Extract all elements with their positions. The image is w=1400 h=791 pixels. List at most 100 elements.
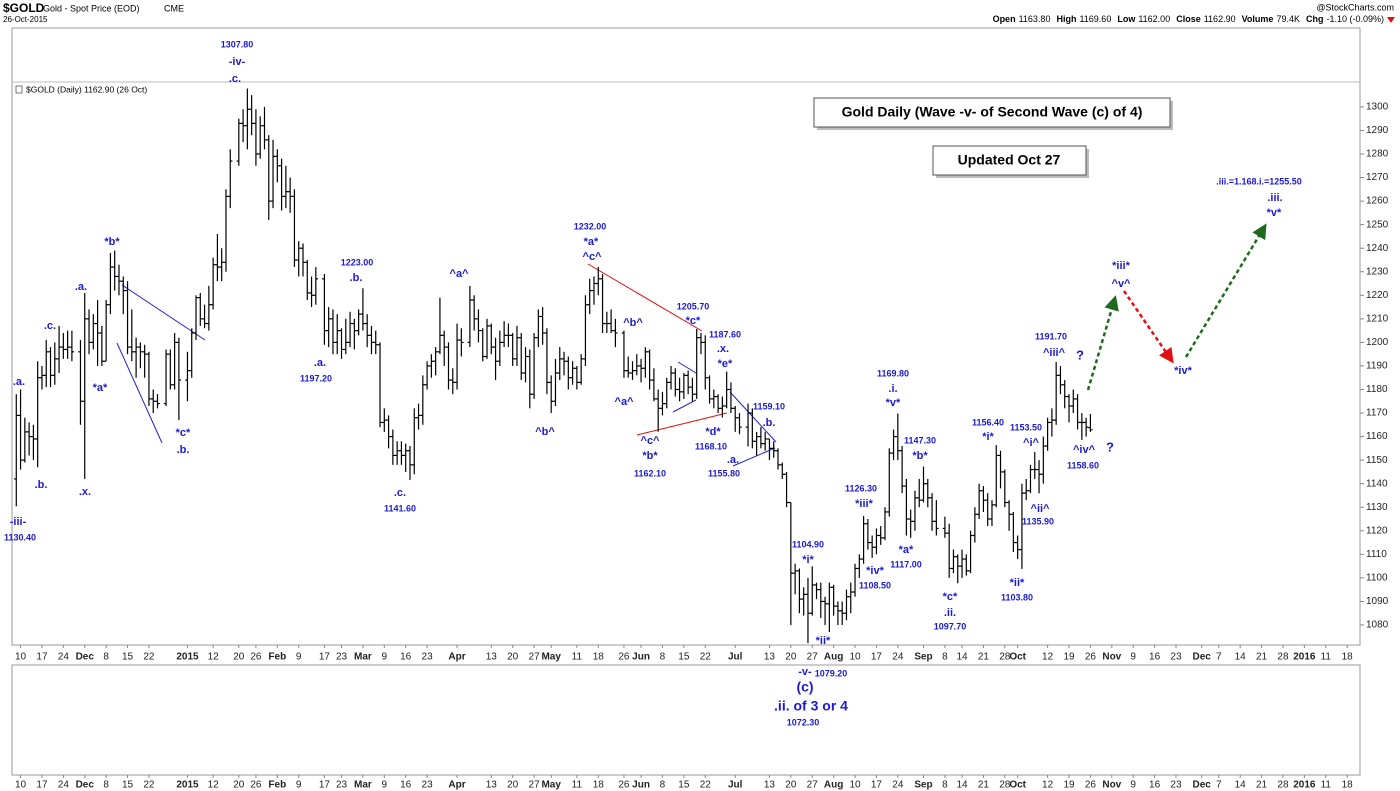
x-tick-label: 11 xyxy=(572,652,583,663)
y-tick-label: 1240 xyxy=(1366,243,1389,254)
annotation: ^c^ xyxy=(641,435,661,447)
x-tick-label: 10 xyxy=(849,652,861,663)
x-tick-label: 7 xyxy=(1216,780,1222,791)
y-tick-label: 1230 xyxy=(1366,266,1389,277)
x-tick-label: 8 xyxy=(103,780,109,791)
x-tick-label: Mar xyxy=(354,652,372,663)
x-tick-label: Apr xyxy=(448,780,465,791)
annotation: .a. xyxy=(13,376,25,388)
trendline xyxy=(672,399,697,413)
annotation: .c. xyxy=(44,320,56,332)
x-tick-label: Jul xyxy=(728,780,743,791)
x-tick-label: 9 xyxy=(296,780,302,791)
title-box xyxy=(813,97,1171,128)
quote: Open 1163.80 High 1169.60 Low 1162.00 Close 116… xyxy=(993,14,1384,24)
x-tick-label: 27 xyxy=(807,652,819,663)
x-tick-label: 24 xyxy=(892,780,904,791)
x-tick-label: 18 xyxy=(1342,652,1354,663)
quote-value: -1.10 (-0.09%) xyxy=(1326,14,1384,24)
symbol: $GOLD xyxy=(3,1,45,15)
x-tick-label: 23 xyxy=(336,780,348,791)
x-tick-label: 21 xyxy=(978,652,990,663)
quote-value: 1162.90 xyxy=(1204,14,1236,24)
x-tick-label: 20 xyxy=(233,780,245,791)
annotation: 1135.90 xyxy=(1022,516,1054,526)
annotation: *e* xyxy=(718,358,733,370)
annotation: .i. xyxy=(888,383,897,395)
annotation: .b. xyxy=(35,479,48,491)
x-tick-label: 20 xyxy=(507,652,519,663)
x-tick-label: 9 xyxy=(382,780,388,791)
annotation: 1191.70 xyxy=(1035,331,1067,341)
annotation: ^a^ xyxy=(615,396,635,408)
annotation: *a* xyxy=(584,236,599,248)
x-tick-label: 13 xyxy=(764,780,776,791)
annotation: .iii.=1.168.i.=1255.50 xyxy=(1216,176,1302,186)
x-tick-label: 27 xyxy=(529,780,541,791)
description: Gold - Spot Price (EOD) xyxy=(43,3,140,13)
chart-date: 26-Oct-2015 xyxy=(3,15,48,24)
annotation: ^a^ xyxy=(450,268,470,280)
lower-panel xyxy=(11,664,1361,776)
annotation: ? xyxy=(1106,439,1114,454)
x-tick-label: 28 xyxy=(999,652,1011,663)
quote-label: Volume xyxy=(1242,14,1274,24)
y-tick-label: 1200 xyxy=(1366,337,1389,348)
annotation: ^ii^ xyxy=(1031,503,1051,515)
annotation: .b. xyxy=(763,417,776,429)
annotation: 1126.30 xyxy=(845,483,877,493)
x-tick-label: Dec xyxy=(76,780,95,791)
x-tick-label: 16 xyxy=(1149,780,1161,791)
annotation: .c. xyxy=(229,73,241,85)
legend: $GOLD (Daily) 1162.90 (26 Oct) xyxy=(26,84,147,94)
annotation: *b* xyxy=(642,450,658,462)
annotation: *c* xyxy=(176,427,191,439)
x-tick-label: 21 xyxy=(1256,780,1268,791)
annotation: .c. xyxy=(394,487,406,499)
projection-arrow xyxy=(1122,290,1174,364)
trendline xyxy=(636,412,728,436)
x-tick-label: 17 xyxy=(36,652,48,663)
quote-label: Low xyxy=(1117,14,1136,24)
x-tick-label: Nov xyxy=(1102,652,1121,663)
y-tick-label: 1120 xyxy=(1366,525,1388,536)
annotation: .b. xyxy=(177,444,190,456)
annotation: *d* xyxy=(705,426,721,438)
source: @StockCharts.com xyxy=(1316,2,1394,12)
x-tick-label: 9 xyxy=(1130,652,1136,663)
x-tick-label: 24 xyxy=(892,652,904,663)
annotation: *i* xyxy=(802,554,814,566)
x-tick-label: 8 xyxy=(942,780,948,791)
y-tick-label: 1100 xyxy=(1366,573,1388,584)
annotation: 1103.80 xyxy=(1001,592,1033,602)
x-tick-label: 16 xyxy=(1149,652,1161,663)
x-tick-label: 23 xyxy=(1170,780,1182,791)
annotation: *iii* xyxy=(855,498,873,510)
annotation: ? xyxy=(1076,347,1084,362)
x-tick-label: Feb xyxy=(268,780,286,791)
x-tick-label: 28 xyxy=(1277,780,1289,791)
annotation: 1072.30 xyxy=(787,717,820,727)
annotation: .ii. xyxy=(944,607,956,619)
annotation: 1197.20 xyxy=(300,373,332,383)
trendline xyxy=(729,391,777,443)
annotation: 1141.60 xyxy=(384,503,416,513)
projection-arrow xyxy=(1184,223,1267,358)
annotation: -v- xyxy=(798,666,812,678)
y-tick-label: 1080 xyxy=(1366,620,1389,631)
x-tick-label: 11 xyxy=(1321,652,1332,663)
y-tick-label: 1210 xyxy=(1366,313,1389,324)
x-tick-label: 27 xyxy=(807,780,819,791)
annotation: *ii* xyxy=(816,635,831,647)
quote-value: 1162.00 xyxy=(1138,14,1170,24)
annotation: *c* xyxy=(686,315,701,327)
annotation: 1153.50 xyxy=(1010,422,1042,432)
y-tick-label: 1150 xyxy=(1366,455,1388,466)
x-tick-label: 28 xyxy=(1277,652,1289,663)
x-tick-label: 23 xyxy=(422,652,434,663)
annotation: *v* xyxy=(886,397,901,409)
x-tick-label: 2015 xyxy=(176,652,199,663)
x-tick-label: 23 xyxy=(1170,652,1182,663)
x-tick-label: 21 xyxy=(978,780,990,791)
